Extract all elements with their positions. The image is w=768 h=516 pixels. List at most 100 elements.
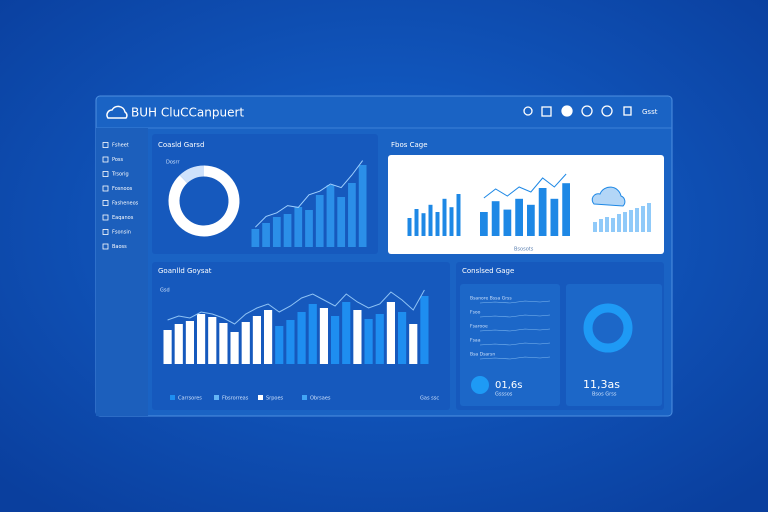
panel-title: Conslsed Gage — [462, 267, 514, 275]
bar — [342, 302, 351, 364]
bar — [635, 208, 639, 232]
bar — [252, 316, 261, 364]
bar — [491, 201, 500, 236]
bar — [538, 188, 547, 236]
bar — [353, 310, 362, 364]
ring — [583, 303, 633, 353]
bar — [219, 323, 228, 364]
bar — [174, 324, 183, 364]
bar — [308, 304, 317, 364]
user-icon[interactable] — [561, 105, 573, 117]
row-label: Fsoo — [470, 310, 481, 316]
nav-icon — [102, 156, 109, 163]
bar — [272, 217, 281, 247]
link[interactable]: Gas ssc — [420, 396, 439, 402]
panel-title: Coasld Garsd — [158, 141, 204, 149]
bar — [319, 308, 328, 364]
bar — [428, 204, 433, 236]
bar — [208, 317, 217, 364]
bar — [623, 212, 627, 232]
line — [167, 289, 425, 325]
bar — [331, 316, 340, 364]
app-title: BUH CluCCanpuert — [131, 106, 244, 120]
legend-swatch — [214, 395, 219, 400]
nav-item[interactable]: Fsheet — [112, 143, 129, 149]
nav-icon — [102, 229, 109, 235]
bar — [398, 312, 407, 364]
bar — [264, 310, 273, 364]
bar — [449, 207, 454, 236]
bar — [435, 212, 440, 236]
search-icon[interactable] — [523, 106, 533, 116]
row-label: Bsa Dsarsn — [470, 352, 495, 358]
panel-title: Fbos Cage — [391, 141, 428, 149]
bar — [326, 185, 335, 247]
bar — [262, 223, 270, 247]
bar — [503, 209, 512, 236]
metric-value: 11,3as — [583, 378, 620, 391]
nav-item[interactable]: Fasheneos — [112, 201, 139, 207]
bar — [315, 195, 324, 247]
panel-title: Goanlld Goysat — [158, 267, 212, 275]
metric-caption: Bsos Grss — [592, 392, 617, 398]
legend-label: Fbsrorreas — [222, 396, 249, 402]
bar — [386, 302, 395, 364]
nav-item[interactable]: Eaqanos — [112, 215, 134, 221]
row-label: Fsarooe — [470, 324, 488, 330]
bar — [527, 204, 535, 236]
bar — [375, 314, 384, 364]
bar — [442, 198, 447, 236]
bar — [420, 296, 429, 364]
bar — [593, 222, 597, 232]
bar — [364, 319, 373, 364]
bar — [599, 219, 603, 232]
bar — [163, 330, 172, 364]
logo — [106, 105, 128, 119]
bar — [480, 212, 488, 236]
legend-swatch — [302, 395, 307, 400]
bar — [409, 324, 418, 364]
bell-icon[interactable] — [623, 106, 632, 116]
legend-label: Carrsores — [178, 396, 202, 402]
donut-segment — [179, 165, 205, 184]
bar — [515, 198, 523, 236]
row-label: Fsaa — [470, 338, 481, 344]
donut-segment — [168, 165, 240, 237]
nav-item[interactable]: Poss — [112, 157, 124, 163]
bar — [414, 209, 419, 236]
bar — [550, 198, 559, 236]
bar — [611, 218, 615, 232]
bar — [185, 321, 194, 364]
legend-label: Obrsaes — [310, 396, 331, 402]
caption: Bsosots — [514, 247, 534, 253]
bar — [617, 214, 621, 232]
bar — [283, 214, 292, 247]
nav-item[interactable]: Fosnoos — [112, 186, 133, 192]
bar — [562, 183, 570, 236]
bar — [294, 207, 303, 247]
line — [255, 160, 364, 228]
time-icon[interactable] — [581, 105, 593, 117]
legend-swatch — [258, 395, 263, 400]
line — [483, 173, 567, 199]
nav-item[interactable]: Fsonsin — [112, 230, 131, 236]
bar — [337, 197, 346, 247]
bar — [641, 206, 645, 232]
bar — [421, 213, 426, 236]
nav-icon — [102, 142, 109, 148]
settings-icon[interactable] — [601, 105, 613, 117]
bar — [241, 322, 250, 364]
metric-caption: Gsssos — [495, 392, 513, 398]
legend-swatch — [170, 395, 175, 400]
sparkline — [479, 314, 551, 318]
user-name[interactable]: Gsst — [642, 108, 658, 116]
nav-item[interactable]: Baoss — [112, 244, 127, 250]
bar — [605, 217, 609, 232]
row-label: Bsanore Bssa Grss — [470, 296, 512, 302]
nav-item[interactable]: Trsorig — [111, 172, 129, 178]
bar — [230, 332, 239, 364]
mail-icon[interactable] — [541, 106, 552, 117]
sparkline — [479, 328, 551, 332]
bar — [297, 312, 306, 364]
